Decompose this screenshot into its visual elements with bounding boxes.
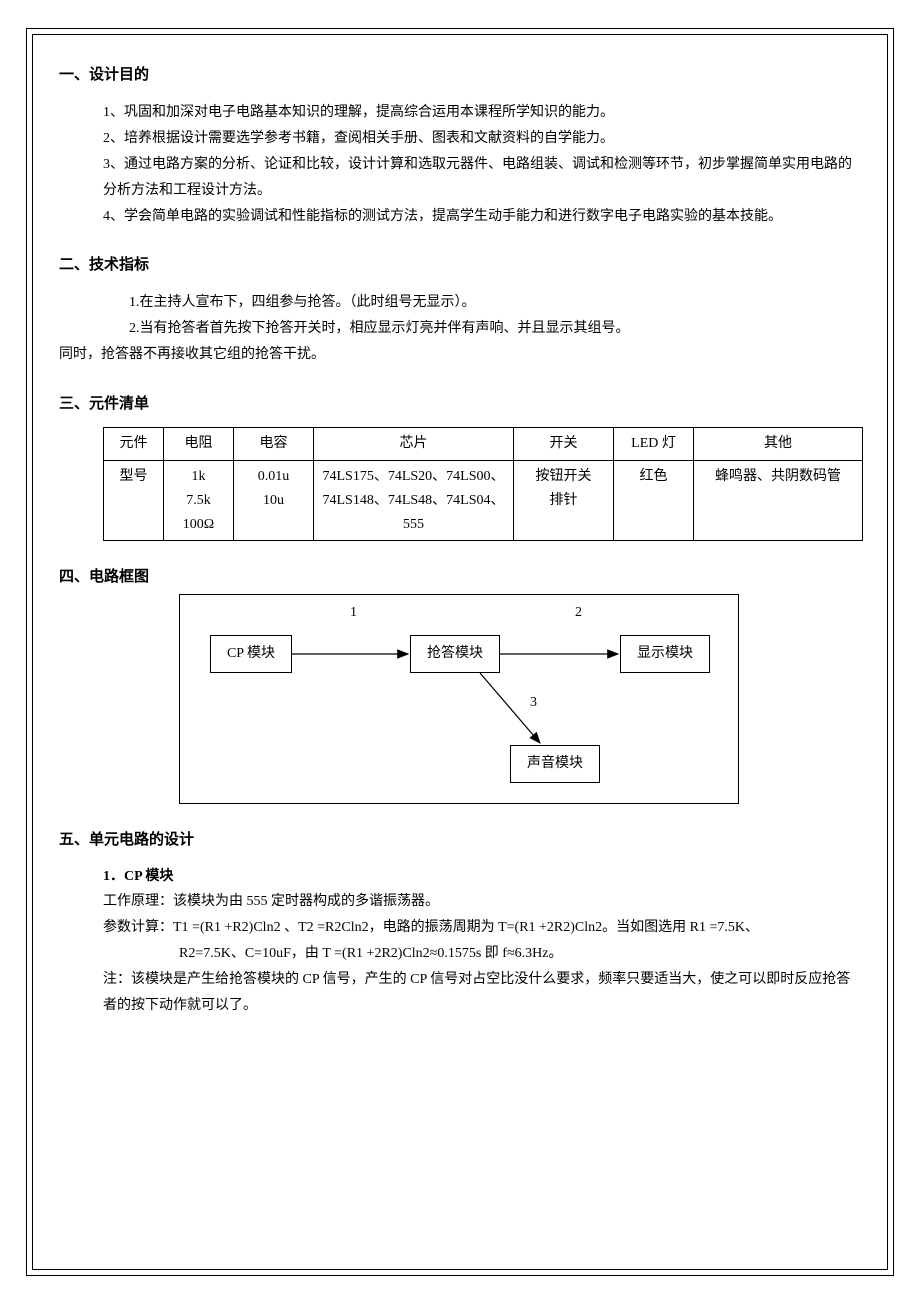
s1-item-1: 1、巩固和加深对电子电路基本知识的理解，提高综合运用本课程所学知识的能力。 — [59, 100, 861, 126]
node-cp: CP 模块 — [210, 635, 292, 673]
section-2: 二、技术指标 1.在主持人宣布下，四组参与抢答。（此时组号无显示）。 2.当有抢… — [59, 253, 861, 368]
s5-sub1-title: 1．CP 模块 — [103, 865, 861, 885]
s1-item-3: 3、通过电路方案的分析、论证和比较，设计计算和选取元器件、电路组装、调试和检测等… — [59, 152, 861, 204]
node-xs: 显示模块 — [620, 635, 710, 673]
table-data-row: 型号 1k 7.5k 100Ω 0.01u 10u 74LS175、74LS20… — [104, 460, 863, 540]
td-4: 按钮开关 排针 — [514, 460, 614, 540]
section-2-title: 二、技术指标 — [59, 253, 861, 274]
td-5: 红色 — [614, 460, 694, 540]
block-diagram: CP 模块 抢答模块 显示模块 声音模块 1 2 3 — [179, 594, 739, 804]
s2-item-1: 1.在主持人宣布下，四组参与抢答。（此时组号无显示）。 — [59, 290, 861, 316]
section-1-title: 一、设计目的 — [59, 63, 861, 84]
section-3: 三、元件清单 元件 电阻 电容 芯片 开关 LED 灯 其他 型号 1k 7.5… — [59, 392, 861, 541]
td-0: 型号 — [104, 460, 164, 540]
diagram-arrows — [180, 595, 740, 805]
s2-item-2: 2.当有抢答者首先按下抢答开关时，相应显示灯亮并伴有声响、并且显示其组号。 — [59, 316, 861, 342]
section-3-title: 三、元件清单 — [59, 392, 861, 413]
s5-p2b: R2=7.5K、C=10uF，由 T =(R1 +2R2)Cln2≈0.1575… — [59, 941, 861, 967]
th-5: LED 灯 — [614, 428, 694, 461]
th-4: 开关 — [514, 428, 614, 461]
th-2: 电容 — [234, 428, 314, 461]
section-5: 五、单元电路的设计 1．CP 模块 工作原理：该模块为由 555 定时器构成的多… — [59, 828, 861, 1018]
page-inner-frame: 一、设计目的 1、巩固和加深对电子电路基本知识的理解，提高综合运用本课程所学知识… — [32, 34, 888, 1270]
section-4: 四、电路框图 CP 模块 抢答模块 显示模块 声音模块 1 2 3 — [59, 565, 861, 804]
edge-label-1: 1 — [350, 605, 357, 621]
td-1: 1k 7.5k 100Ω — [164, 460, 234, 540]
th-6: 其他 — [694, 428, 863, 461]
td-2: 0.01u 10u — [234, 460, 314, 540]
edge-label-3: 3 — [530, 695, 537, 711]
th-3: 芯片 — [314, 428, 514, 461]
s5-p3: 注：该模块是产生给抢答模块的 CP 信号，产生的 CP 信号对占空比没什么要求，… — [59, 967, 861, 1019]
node-sy: 声音模块 — [510, 745, 600, 783]
section-1: 一、设计目的 1、巩固和加深对电子电路基本知识的理解，提高综合运用本课程所学知识… — [59, 63, 861, 229]
th-1: 电阻 — [164, 428, 234, 461]
td-3: 74LS175、74LS20、74LS00、74LS148、74LS48、74L… — [314, 460, 514, 540]
edge-label-2: 2 — [575, 605, 582, 621]
th-0: 元件 — [104, 428, 164, 461]
s5-p2a: 参数计算：T1 =(R1 +R2)Cln2 、T2 =R2Cln2，电路的振荡周… — [59, 915, 861, 941]
section-4-title: 四、电路框图 — [59, 565, 861, 586]
s2-tail: 同时，抢答器不再接收其它组的抢答干扰。 — [59, 342, 861, 368]
s5-p1: 工作原理：该模块为由 555 定时器构成的多谐振荡器。 — [59, 889, 861, 915]
section-5-title: 五、单元电路的设计 — [59, 828, 861, 849]
td-6: 蜂鸣器、共阴数码管 — [694, 460, 863, 540]
s1-item-4: 4、学会简单电路的实验调试和性能指标的测试方法，提高学生动手能力和进行数字电子电… — [59, 204, 861, 230]
node-qd: 抢答模块 — [410, 635, 500, 673]
table-header-row: 元件 电阻 电容 芯片 开关 LED 灯 其他 — [104, 428, 863, 461]
s1-item-2: 2、培养根据设计需要选学参考书籍，查阅相关手册、图表和文献资料的自学能力。 — [59, 126, 861, 152]
components-table: 元件 电阻 电容 芯片 开关 LED 灯 其他 型号 1k 7.5k 100Ω … — [103, 427, 863, 541]
